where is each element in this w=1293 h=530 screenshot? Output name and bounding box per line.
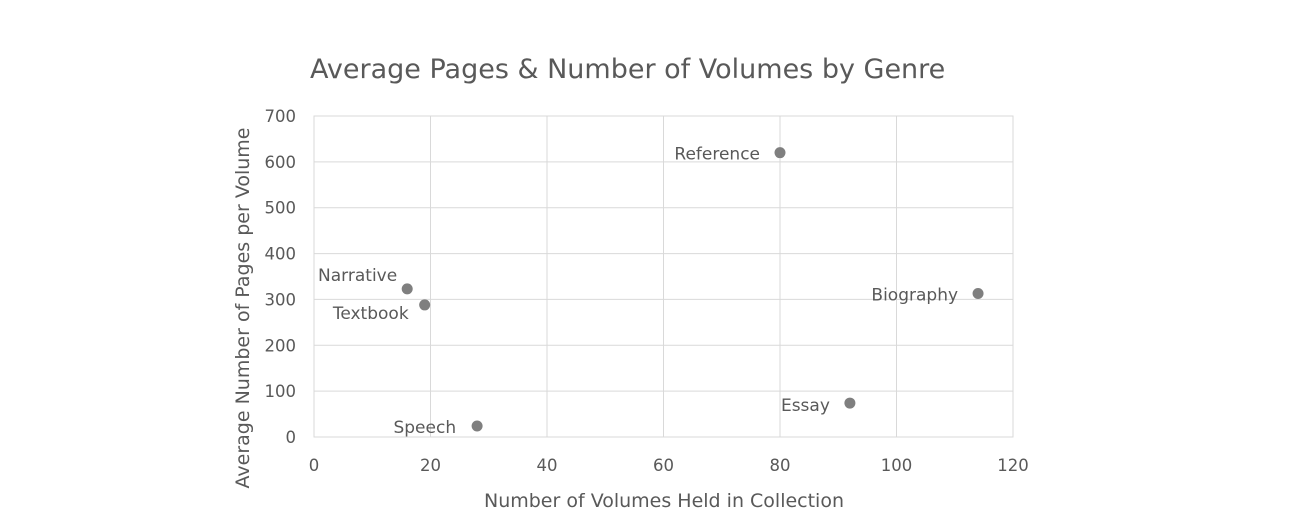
data-point-essay [844,397,856,409]
y-tick-label: 100 [265,382,297,401]
data-label-essay: Essay [781,396,830,416]
data-points [401,147,984,432]
data-point-textbook [419,299,431,311]
x-tick-label: 80 [770,456,791,475]
x-tick-label: 40 [537,456,558,475]
data-point-speech [471,420,483,432]
y-tick-label: 700 [265,107,297,126]
x-tick-label: 60 [653,456,674,475]
plot-area [313,115,1014,438]
data-label-biography: Biography [871,285,958,305]
data-point-narrative [401,283,413,295]
data-labels: Reference Narrative Textbook Biography Essay… [318,145,958,438]
data-label-textbook: Textbook [332,304,409,324]
data-label-reference: Reference [674,145,760,165]
y-axis-title: Average Number of Pages per Volume [232,128,254,489]
x-axis-ticks: 0 20 40 60 80 100 120 [309,456,1029,475]
y-tick-label: 400 [265,245,297,264]
x-tick-label: 20 [420,456,441,475]
y-tick-label: 200 [265,336,297,355]
y-tick-label: 0 [286,428,297,447]
x-tick-label: 0 [309,456,320,475]
data-point-reference [774,147,786,159]
data-label-speech: Speech [393,418,456,438]
y-tick-label: 300 [265,290,297,309]
x-tick-label: 100 [881,456,913,475]
y-axis-ticks: 0 100 200 300 400 500 600 700 [265,107,297,447]
y-tick-label: 600 [265,153,297,172]
chart-title: Average Pages & Number of Volumes by Gen… [310,54,945,85]
data-point-biography [972,287,984,299]
data-label-narrative: Narrative [318,266,397,286]
x-tick-label: 120 [997,456,1029,475]
gridlines [313,115,1014,438]
y-tick-label: 500 [265,199,297,218]
x-axis-title: Number of Volumes Held in Collection [484,490,844,512]
